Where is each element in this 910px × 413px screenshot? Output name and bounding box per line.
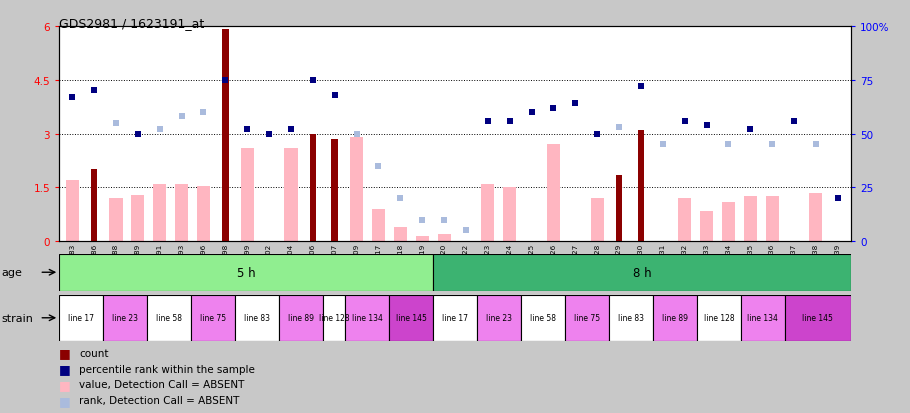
Bar xyxy=(285,149,298,242)
Text: 8 h: 8 h xyxy=(632,266,652,279)
Text: age: age xyxy=(2,268,23,278)
Bar xyxy=(743,197,757,242)
Text: percentile rank within the sample: percentile rank within the sample xyxy=(79,364,255,374)
Bar xyxy=(433,254,851,291)
Bar xyxy=(235,295,279,341)
Text: line 128: line 128 xyxy=(318,313,349,323)
Text: strain: strain xyxy=(2,313,34,323)
Bar xyxy=(197,186,210,242)
Bar xyxy=(109,199,123,242)
Bar xyxy=(503,188,516,242)
Text: GDS2981 / 1623191_at: GDS2981 / 1623191_at xyxy=(59,17,205,29)
Bar xyxy=(722,202,735,242)
Text: line 83: line 83 xyxy=(244,313,270,323)
Text: line 128: line 128 xyxy=(703,313,734,323)
Bar xyxy=(345,295,389,341)
Bar xyxy=(477,295,521,341)
Bar xyxy=(609,295,652,341)
Bar xyxy=(697,295,741,341)
Bar xyxy=(103,295,147,341)
Text: 5 h: 5 h xyxy=(237,266,256,279)
Bar xyxy=(547,145,560,242)
Text: value, Detection Call = ABSENT: value, Detection Call = ABSENT xyxy=(79,380,245,389)
Text: line 75: line 75 xyxy=(574,313,600,323)
Bar xyxy=(765,197,779,242)
Bar xyxy=(389,295,433,341)
Bar xyxy=(175,184,188,242)
Bar xyxy=(438,235,450,242)
Text: line 23: line 23 xyxy=(112,313,138,323)
Text: ■: ■ xyxy=(59,394,71,407)
Bar xyxy=(222,31,228,242)
Text: line 134: line 134 xyxy=(747,313,778,323)
Bar xyxy=(279,295,323,341)
Bar xyxy=(66,181,79,242)
Bar xyxy=(350,138,363,242)
Bar xyxy=(91,170,97,242)
Text: line 75: line 75 xyxy=(200,313,227,323)
Text: line 23: line 23 xyxy=(486,313,512,323)
Bar xyxy=(591,199,603,242)
Bar xyxy=(394,227,407,242)
Bar xyxy=(741,295,784,341)
Text: line 134: line 134 xyxy=(351,313,382,323)
Bar xyxy=(240,149,254,242)
Text: count: count xyxy=(79,348,108,358)
Bar xyxy=(147,295,191,341)
Bar xyxy=(372,209,385,242)
Bar xyxy=(784,295,851,341)
Bar xyxy=(309,134,316,242)
Bar xyxy=(59,254,433,291)
Bar xyxy=(638,131,644,242)
Bar xyxy=(652,295,697,341)
Bar xyxy=(323,295,345,341)
Text: line 145: line 145 xyxy=(396,313,427,323)
Text: line 83: line 83 xyxy=(618,313,644,323)
Bar xyxy=(678,199,692,242)
Bar xyxy=(59,295,103,341)
Bar xyxy=(809,193,823,242)
Bar xyxy=(521,295,565,341)
Bar xyxy=(481,184,494,242)
Bar xyxy=(191,295,235,341)
Bar xyxy=(565,295,609,341)
Bar xyxy=(433,295,477,341)
Text: ■: ■ xyxy=(59,378,71,391)
Text: line 89: line 89 xyxy=(288,313,314,323)
Text: line 145: line 145 xyxy=(803,313,834,323)
Text: line 89: line 89 xyxy=(662,313,688,323)
Bar xyxy=(153,184,167,242)
Bar xyxy=(700,211,713,242)
Text: ■: ■ xyxy=(59,362,71,375)
Text: line 17: line 17 xyxy=(442,313,468,323)
Text: line 58: line 58 xyxy=(157,313,182,323)
Bar xyxy=(131,195,145,242)
Text: line 58: line 58 xyxy=(530,313,556,323)
Text: ■: ■ xyxy=(59,347,71,360)
Text: line 17: line 17 xyxy=(68,313,94,323)
Bar xyxy=(331,140,338,242)
Bar xyxy=(416,236,429,242)
Text: rank, Detection Call = ABSENT: rank, Detection Call = ABSENT xyxy=(79,395,239,405)
Bar xyxy=(616,176,622,242)
